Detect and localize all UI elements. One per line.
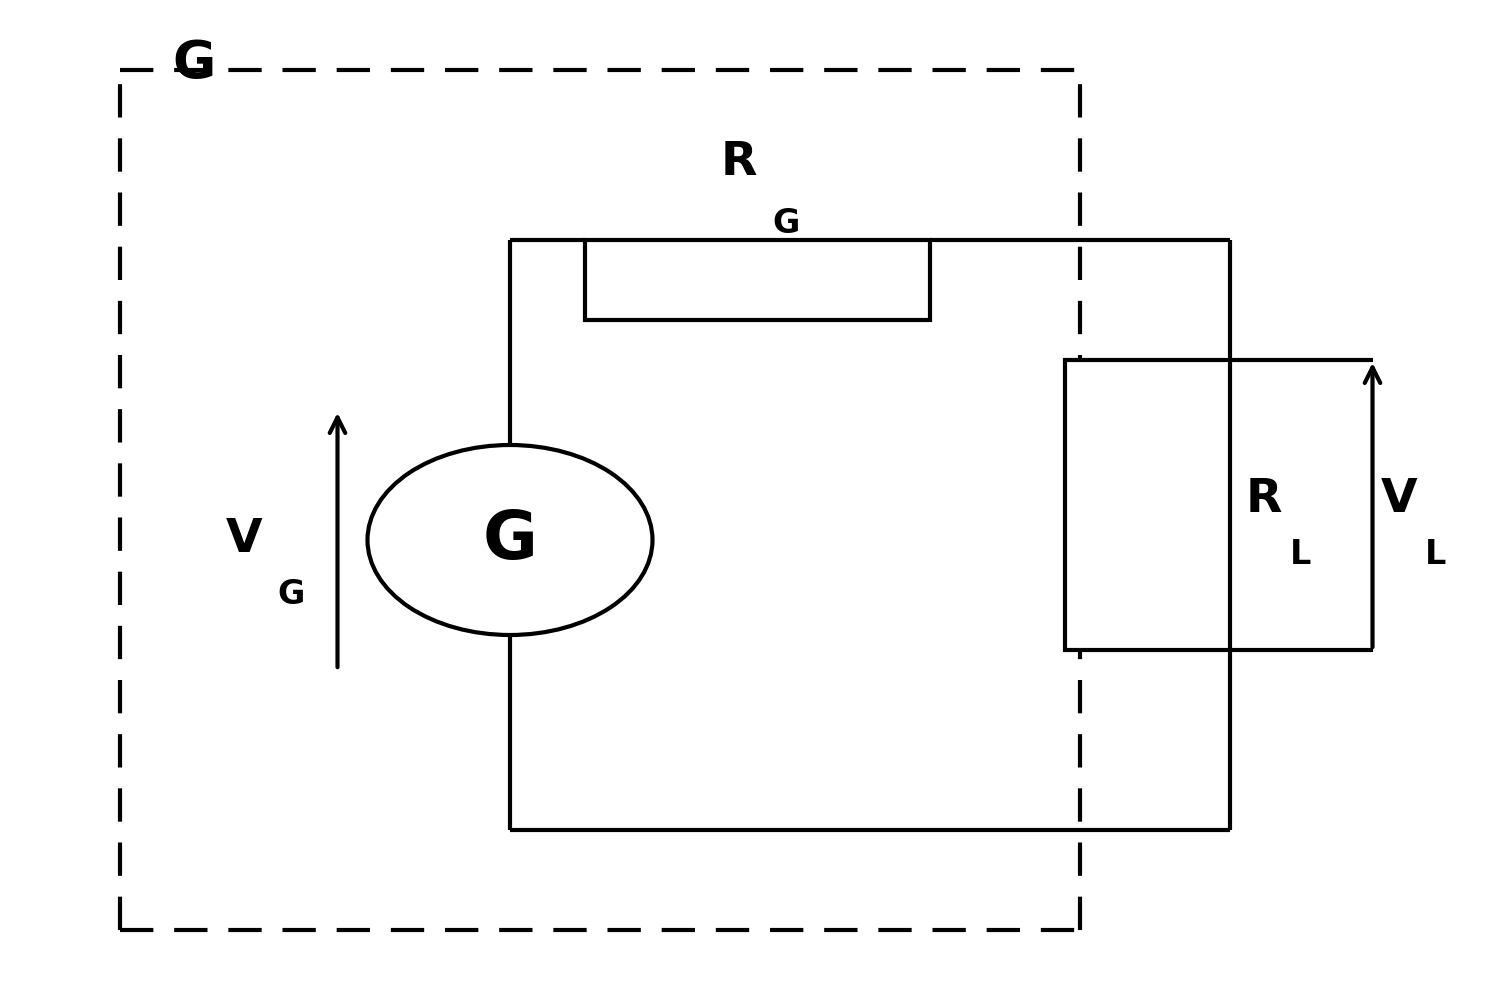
Text: L: L — [1425, 538, 1446, 572]
Bar — [585, 240, 930, 320]
Text: G: G — [172, 38, 216, 90]
Bar — [1065, 360, 1230, 650]
Text: R: R — [722, 140, 758, 185]
Circle shape — [368, 445, 652, 635]
Text: G: G — [483, 507, 537, 573]
Text: R: R — [1246, 478, 1282, 522]
Text: V: V — [1382, 478, 1417, 522]
Text: L: L — [1290, 538, 1311, 572]
Text: V: V — [226, 518, 262, 562]
Text: G: G — [278, 578, 304, 611]
Text: G: G — [772, 207, 800, 240]
